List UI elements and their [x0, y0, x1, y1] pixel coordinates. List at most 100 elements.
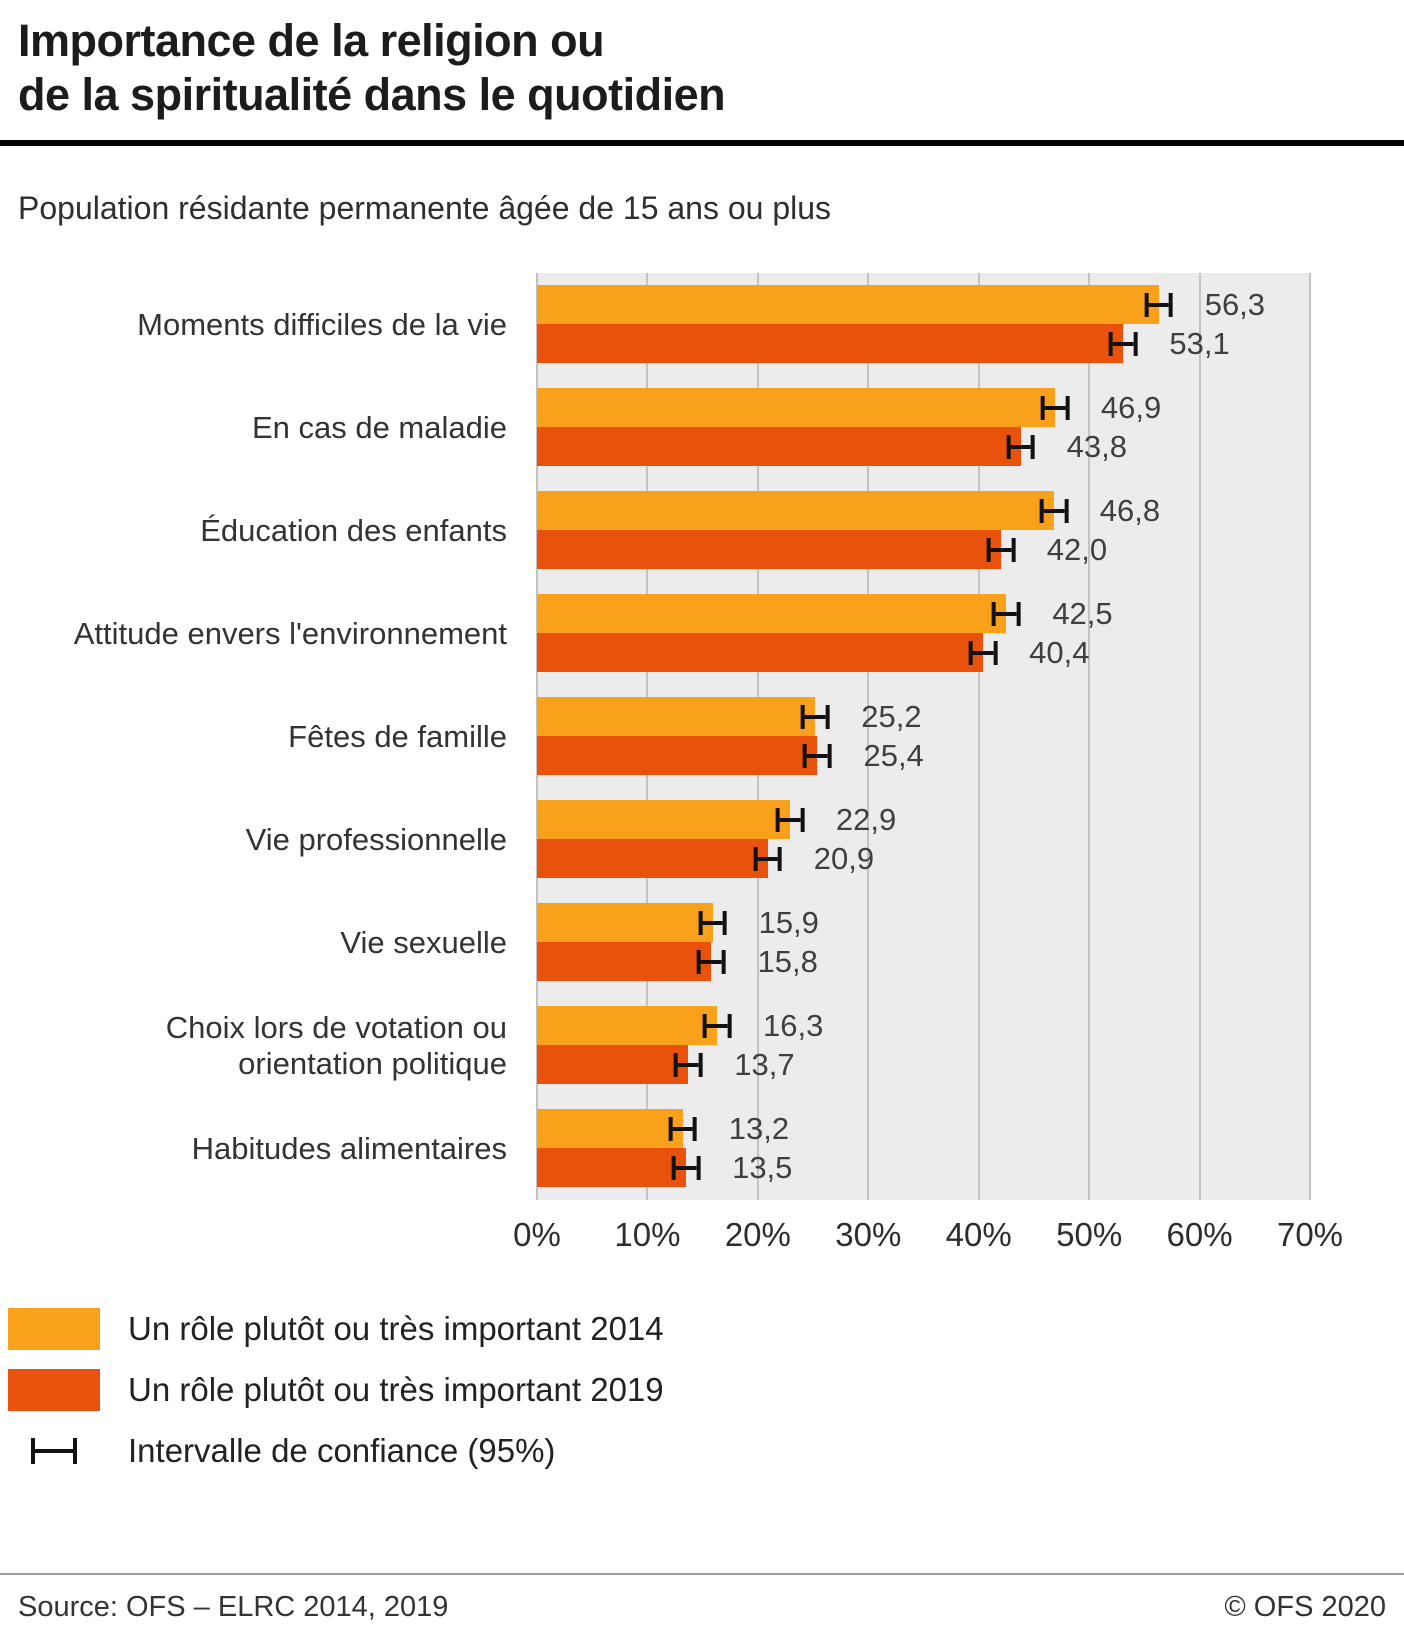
x-tick-label: 70%	[1276, 1216, 1344, 1253]
bar-line: 46,8	[537, 491, 1310, 530]
category-label: Moments difficiles de la vie	[137, 306, 507, 342]
bar-line: 25,4	[537, 736, 1310, 775]
value-label: 20,9	[813, 840, 875, 876]
bar-group: 42,5 40,4	[537, 582, 1310, 685]
x-tick-label: 30%	[835, 1216, 902, 1253]
value-label: 46,8	[1099, 492, 1161, 528]
bar-line: 22,9	[537, 800, 1310, 839]
bar-line: 42,0	[537, 530, 1310, 569]
category-label: Éducation des enfants	[200, 512, 507, 548]
confidence-interval-marker	[991, 601, 1021, 626]
bar-2014	[537, 903, 713, 942]
gridline	[867, 273, 870, 1200]
bar-line: 13,7	[537, 1045, 1310, 1084]
category-label: Choix lors de votation ou orientation po…	[165, 1009, 507, 1081]
bar-chart: Moments difficiles de la vie 56,3 53,1 En c…	[0, 273, 1404, 1272]
bar-2014	[537, 491, 1054, 530]
bar-line: 16,3	[537, 1006, 1310, 1045]
bar-2014	[537, 388, 1055, 427]
confidence-interval-marker	[775, 807, 805, 832]
bar-line: 40,4	[537, 633, 1310, 672]
chart-row: Moments difficiles de la vie 56,3 53,1	[0, 273, 1404, 376]
bar-line: 56,3	[537, 285, 1310, 324]
value-label: 40,4	[1029, 634, 1090, 670]
gridline	[1198, 273, 1201, 1200]
bar-line: 20,9	[537, 839, 1310, 878]
bar-group: 46,9 43,8	[537, 376, 1310, 479]
value-label: 15,8	[757, 943, 818, 979]
confidence-interval-marker	[800, 704, 830, 729]
bar-2019	[537, 1148, 687, 1187]
bar-2019	[537, 736, 818, 775]
bar-2019	[537, 942, 712, 981]
bar-group: 16,3 13,7	[537, 994, 1310, 1097]
chart-row: Attitude envers l'environnement 42,5 40,4	[0, 582, 1404, 685]
confidence-interval-marker	[668, 1116, 698, 1141]
legend-label: Un rôle plutôt ou très important 2014	[128, 1309, 664, 1347]
footer: Source: OFS – ELRC 2014, 2019 © OFS 2020	[0, 1573, 1404, 1624]
bar-2014	[537, 285, 1159, 324]
bar-2014	[537, 1006, 717, 1045]
source-text: Source: OFS – ELRC 2014, 2019	[18, 1591, 449, 1623]
bar-group: 15,9 15,8	[537, 891, 1310, 994]
confidence-interval-marker	[1109, 331, 1138, 356]
confidence-interval-marker	[1006, 434, 1036, 459]
confidence-interval-marker	[753, 846, 783, 871]
value-label: 25,2	[861, 698, 922, 734]
confidence-interval-marker	[986, 537, 1016, 562]
legend-row-confidence-interval: Intervalle de confiance (95%)	[8, 1420, 1404, 1481]
confidence-interval-marker	[803, 743, 832, 768]
title-rule	[0, 140, 1404, 146]
bar-2019	[537, 1045, 689, 1084]
confidence-interval-icon	[31, 1437, 77, 1464]
legend-label: Un rôle plutôt ou très important 2019	[128, 1370, 664, 1408]
confidence-interval-marker	[1144, 292, 1174, 317]
bar-line: 42,5	[537, 594, 1310, 633]
confidence-interval-marker	[698, 910, 727, 935]
bar-line: 13,2	[537, 1109, 1310, 1148]
gridline	[1088, 273, 1091, 1200]
chart-subtitle: Population résidante permanente âgée de …	[18, 190, 832, 226]
chart-row: Choix lors de votation ou orientation po…	[0, 994, 1404, 1097]
value-label: 42,0	[1046, 531, 1108, 567]
bar-2019	[537, 633, 984, 672]
confidence-interval-marker	[697, 949, 726, 974]
bar-line: 43,8	[537, 427, 1310, 466]
legend: Un rôle plutôt ou très important 2014 Un …	[8, 1298, 1404, 1481]
confidence-interval-marker	[671, 1155, 701, 1180]
x-tick-label: 50%	[1056, 1216, 1123, 1253]
legend-swatch-2014	[8, 1307, 100, 1350]
bar-line: 53,1	[537, 324, 1310, 363]
chart-row: Habitudes alimentaires 13,2 13,5	[0, 1097, 1404, 1200]
confidence-interval-marker	[1040, 395, 1070, 420]
value-label: 13,7	[734, 1046, 795, 1082]
bar-2014	[537, 594, 1007, 633]
value-label: 25,4	[863, 737, 924, 773]
confidence-interval-marker	[702, 1013, 732, 1038]
chart-row: Éducation des enfants 46,8 42,0	[0, 479, 1404, 582]
bar-group: 46,8 42,0	[537, 479, 1310, 582]
category-label: Attitude envers l'environnement	[73, 615, 507, 651]
category-label: Fêtes de famille	[288, 718, 507, 754]
x-tick-label: 20%	[724, 1216, 791, 1253]
confidence-interval-marker	[968, 640, 998, 665]
gridline	[1309, 273, 1311, 1200]
x-tick-label: 10%	[614, 1216, 681, 1253]
bar-line: 46,9	[537, 388, 1310, 427]
value-label: 13,5	[732, 1149, 793, 1185]
x-axis: 0% 10% 20% 30% 40% 50% 60% 70%	[513, 1200, 1343, 1272]
value-label: 56,3	[1204, 286, 1266, 322]
bar-group: 22,9 20,9	[537, 788, 1310, 891]
category-label: Vie professionnelle	[245, 821, 507, 857]
value-label: 22,9	[835, 801, 897, 837]
bar-2014	[537, 697, 816, 736]
bar-2014	[537, 800, 790, 839]
bar-group: 56,3 53,1	[537, 273, 1310, 376]
chart-rows: Moments difficiles de la vie 56,3 53,1 En c…	[0, 273, 1404, 1200]
bar-2014	[537, 1109, 683, 1148]
legend-glyph-box	[8, 1437, 100, 1464]
bar-2019	[537, 839, 768, 878]
value-label: 42,5	[1052, 595, 1113, 631]
x-tick-label: 40%	[945, 1216, 1012, 1253]
